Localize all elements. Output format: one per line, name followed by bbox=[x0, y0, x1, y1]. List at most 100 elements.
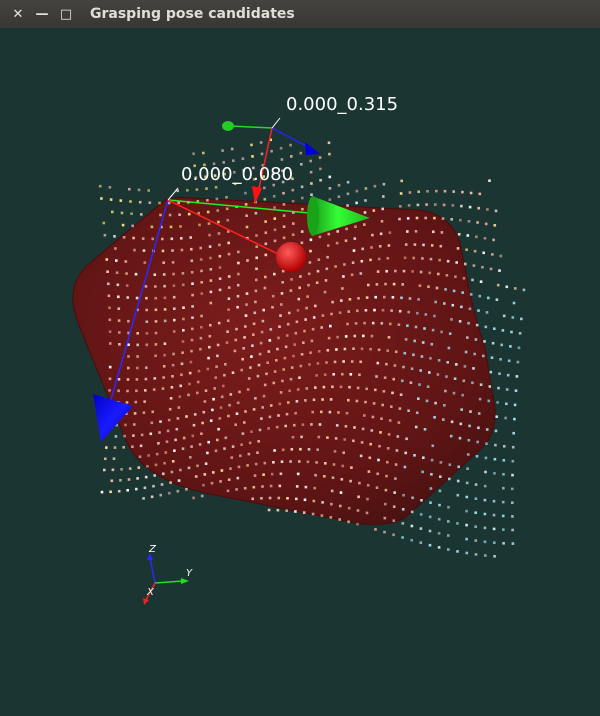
point bbox=[240, 368, 243, 372]
object-hull bbox=[72, 196, 496, 526]
point bbox=[252, 485, 256, 489]
scene-canvas[interactable]: 0.000_0.315 0.000_0.080 Z Y X bbox=[0, 28, 600, 716]
point bbox=[413, 454, 416, 457]
point bbox=[300, 185, 304, 189]
point bbox=[117, 378, 121, 381]
point bbox=[430, 458, 434, 462]
point bbox=[105, 446, 108, 449]
point bbox=[144, 285, 148, 288]
point bbox=[196, 391, 199, 395]
point bbox=[171, 375, 174, 378]
point bbox=[223, 172, 226, 176]
point bbox=[230, 456, 234, 459]
point bbox=[120, 211, 124, 215]
point bbox=[201, 421, 204, 425]
point bbox=[336, 335, 339, 339]
point bbox=[299, 151, 303, 155]
point bbox=[172, 284, 176, 287]
point bbox=[447, 520, 450, 523]
point bbox=[190, 338, 194, 342]
point bbox=[509, 345, 512, 348]
point bbox=[172, 272, 175, 276]
point bbox=[493, 224, 497, 227]
point bbox=[311, 512, 315, 516]
point bbox=[209, 419, 213, 422]
point bbox=[263, 383, 267, 387]
point bbox=[181, 272, 185, 275]
point bbox=[511, 445, 515, 449]
point bbox=[319, 167, 322, 171]
point bbox=[308, 363, 311, 366]
point bbox=[320, 326, 323, 329]
point bbox=[356, 509, 360, 512]
point bbox=[263, 286, 267, 290]
point bbox=[484, 325, 488, 329]
3d-viewport[interactable]: 0.000_0.315 0.000_0.080 Z Y X bbox=[0, 28, 600, 716]
point bbox=[331, 476, 335, 479]
minimize-button[interactable]: — bbox=[30, 0, 54, 28]
point bbox=[502, 486, 505, 490]
point bbox=[162, 376, 165, 379]
point bbox=[243, 486, 247, 490]
point bbox=[178, 213, 181, 216]
point bbox=[200, 269, 203, 273]
point bbox=[499, 358, 502, 361]
point bbox=[404, 451, 407, 455]
point bbox=[191, 327, 194, 331]
point bbox=[466, 467, 469, 470]
point bbox=[257, 440, 260, 443]
point bbox=[493, 472, 496, 475]
point bbox=[496, 283, 500, 287]
point bbox=[464, 262, 467, 266]
point bbox=[331, 385, 334, 389]
close-button[interactable]: ✕ bbox=[6, 0, 30, 28]
point bbox=[241, 157, 245, 160]
point bbox=[393, 491, 396, 494]
point bbox=[254, 300, 257, 304]
point bbox=[444, 389, 447, 393]
point bbox=[342, 360, 345, 363]
point bbox=[252, 166, 255, 170]
maximize-button[interactable]: □ bbox=[54, 0, 78, 28]
point bbox=[334, 265, 337, 268]
point bbox=[144, 377, 148, 381]
point bbox=[194, 475, 198, 478]
point bbox=[165, 440, 169, 443]
point bbox=[411, 496, 414, 500]
point bbox=[355, 399, 359, 403]
point bbox=[176, 489, 180, 493]
point bbox=[220, 395, 224, 399]
point bbox=[290, 278, 293, 281]
point bbox=[269, 404, 273, 407]
point bbox=[387, 336, 391, 339]
point bbox=[386, 460, 389, 464]
point bbox=[337, 195, 341, 198]
point bbox=[513, 417, 516, 421]
point bbox=[332, 463, 336, 466]
point bbox=[163, 308, 167, 311]
point bbox=[502, 542, 505, 545]
point bbox=[374, 295, 377, 299]
point bbox=[339, 491, 343, 494]
point bbox=[379, 431, 382, 434]
point bbox=[151, 410, 154, 414]
point bbox=[388, 231, 392, 234]
point bbox=[296, 472, 300, 476]
point bbox=[484, 470, 487, 474]
point bbox=[182, 317, 185, 321]
point bbox=[299, 275, 302, 278]
point bbox=[398, 407, 402, 410]
point bbox=[355, 189, 359, 193]
point bbox=[412, 353, 415, 357]
point bbox=[251, 497, 254, 501]
point bbox=[269, 484, 273, 488]
point bbox=[191, 293, 194, 297]
point bbox=[345, 227, 348, 231]
point bbox=[170, 237, 174, 241]
point bbox=[117, 307, 121, 310]
point bbox=[454, 275, 457, 278]
point bbox=[196, 464, 199, 468]
point bbox=[394, 269, 397, 273]
title-bar[interactable]: ✕ — □ Grasping pose candidates bbox=[0, 0, 600, 29]
point bbox=[493, 327, 496, 330]
